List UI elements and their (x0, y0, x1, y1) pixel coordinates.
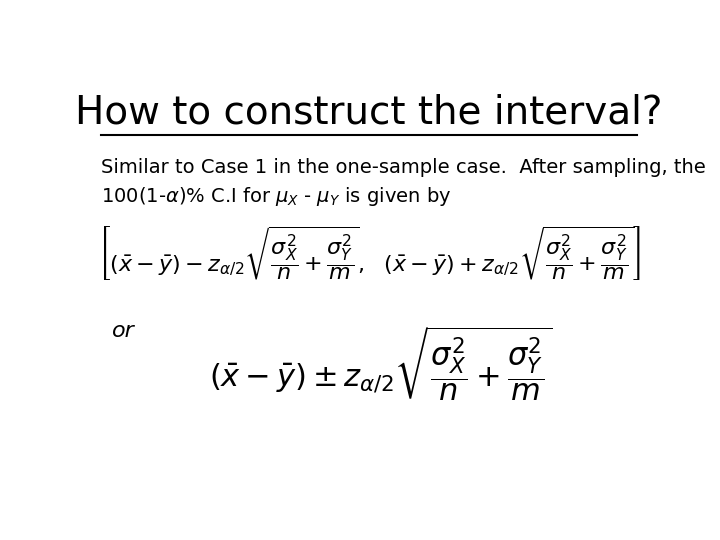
Text: $(\bar{x}-\bar{y}) \pm z_{\alpha/2}\sqrt{\dfrac{\sigma_X^2}{n}+\dfrac{\sigma_Y^2: $(\bar{x}-\bar{y}) \pm z_{\alpha/2}\sqrt… (209, 325, 552, 403)
Text: How to construct the interval?: How to construct the interval? (76, 94, 662, 132)
Text: Similar to Case 1 in the one-sample case.  After sampling, the: Similar to Case 1 in the one-sample case… (101, 158, 706, 177)
Text: 100(1-$\alpha$)% C.I for $\mu_X$ - $\mu_Y$ is given by: 100(1-$\alpha$)% C.I for $\mu_X$ - $\mu_… (101, 185, 451, 208)
Text: or: or (112, 321, 135, 341)
Text: $\left[ (\bar{x}-\bar{y})-z_{\alpha/2}\sqrt{\dfrac{\sigma_X^2}{n}+\dfrac{\sigma_: $\left[ (\bar{x}-\bar{y})-z_{\alpha/2}\s… (98, 225, 640, 283)
